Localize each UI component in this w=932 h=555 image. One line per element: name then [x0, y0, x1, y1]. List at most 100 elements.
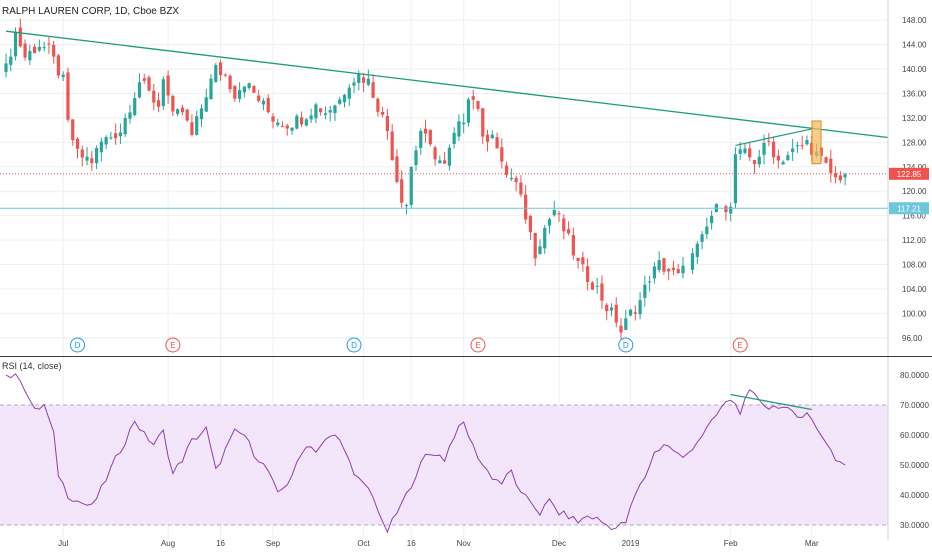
x-tick-label: Oct [357, 539, 370, 548]
candle-body [600, 283, 604, 301]
candle-body [18, 27, 22, 47]
candle-body [80, 149, 84, 158]
candle-body [280, 126, 285, 128]
candle-body [333, 105, 337, 114]
candle-body [66, 72, 70, 120]
candle-body [71, 119, 75, 141]
candle-body [500, 147, 504, 162]
candle-body [843, 174, 847, 178]
dividend-marker-label: D [351, 341, 357, 350]
candle-body [776, 155, 780, 161]
candle-body [156, 100, 161, 107]
candle-body [9, 56, 13, 65]
candle-body [33, 46, 37, 54]
rsi-divergence-line[interactable] [730, 393, 812, 411]
candle-body [338, 99, 342, 104]
candle-body [705, 226, 709, 235]
candle-body [762, 142, 766, 155]
annotation-lines-layer [0, 30, 889, 209]
last-price-badge-label: 122.85 [897, 170, 922, 179]
candle-body [238, 90, 242, 99]
candle-body [700, 234, 704, 242]
candle-body [586, 266, 590, 282]
candle-body [352, 82, 356, 86]
candle-body [94, 148, 99, 164]
price-tick-label: 148.00 [902, 16, 927, 25]
dividend-marker[interactable] [70, 337, 86, 353]
candle-body [400, 179, 404, 203]
price-tick-label: 116.00 [902, 212, 926, 221]
candle-body [223, 74, 227, 76]
candle-body [824, 157, 828, 163]
candle-body [471, 96, 475, 100]
x-tick-label: 16 [407, 539, 416, 548]
candle-body [662, 258, 666, 272]
candle-body [791, 148, 795, 153]
dividend-marker-label: D [75, 341, 81, 350]
wedge-trendline[interactable] [735, 128, 812, 146]
candle-body [552, 209, 556, 216]
candle-body [438, 160, 442, 164]
candle-body [695, 243, 699, 257]
candle-body [395, 156, 399, 182]
rsi-tick-label: 70.0000 [900, 401, 929, 410]
candle-body [228, 75, 232, 90]
candle-body [781, 161, 785, 165]
x-tick-label: Feb [724, 539, 738, 548]
candle-body [247, 83, 251, 89]
earnings-marker[interactable] [732, 337, 748, 353]
candle-body [209, 78, 213, 100]
dividend-marker[interactable] [346, 337, 362, 353]
candle-body [152, 90, 156, 103]
candle-body [514, 178, 518, 183]
earnings-marker[interactable] [470, 337, 486, 353]
dividend-marker[interactable] [618, 337, 634, 353]
rsi-line[interactable] [5, 373, 846, 534]
candle-body [261, 100, 266, 105]
candle-body [323, 113, 328, 115]
candle-body [342, 94, 347, 103]
candle-body [123, 117, 127, 135]
candle-body [590, 282, 595, 290]
price-tick-label: 128.00 [902, 138, 927, 147]
candle-body [595, 285, 599, 287]
candle-body [538, 246, 542, 255]
earnings-marker-label: E [170, 341, 175, 350]
candle-body [676, 269, 680, 274]
highlight-rectangle[interactable] [811, 120, 822, 165]
candle-body [252, 85, 256, 93]
price-tick-label: 124.00 [902, 163, 927, 172]
rsi-tick-label: 80.0000 [900, 371, 929, 380]
candle-body [729, 206, 733, 214]
candle-body [462, 122, 466, 125]
candle-body [671, 267, 676, 270]
candles-layer [4, 18, 847, 342]
candle-body [104, 137, 108, 145]
candle-body [233, 85, 237, 99]
candle-body [562, 218, 566, 232]
rsi-tick-label: 30.0000 [900, 521, 929, 530]
earnings-marker-label: E [475, 341, 480, 350]
axes-layer: 96.00 100.00 104.00 108.00 112.00 116.00 120.0… [58, 0, 929, 548]
candle-body [4, 63, 8, 72]
earnings-marker[interactable] [165, 337, 181, 353]
rsi-title: RSI (14, close) [2, 361, 62, 371]
resistance-trendline[interactable] [5, 30, 889, 139]
candle-body [304, 119, 308, 126]
candle-body [667, 268, 671, 272]
candle-body [767, 140, 771, 142]
rsi-overbought-oversold-band [0, 405, 888, 525]
candle-body [195, 116, 199, 135]
price-tick-label: 144.00 [902, 41, 927, 50]
candle-body [614, 304, 618, 323]
candle-body [61, 74, 65, 77]
candle-body [724, 206, 728, 213]
rsi-tick-label: 40.0000 [900, 491, 929, 500]
candle-body [199, 108, 204, 120]
candle-body [118, 132, 123, 137]
rsi-tick-label: 60.0000 [900, 431, 929, 440]
candle-body [28, 51, 32, 61]
x-tick-label: Aug [161, 539, 175, 548]
